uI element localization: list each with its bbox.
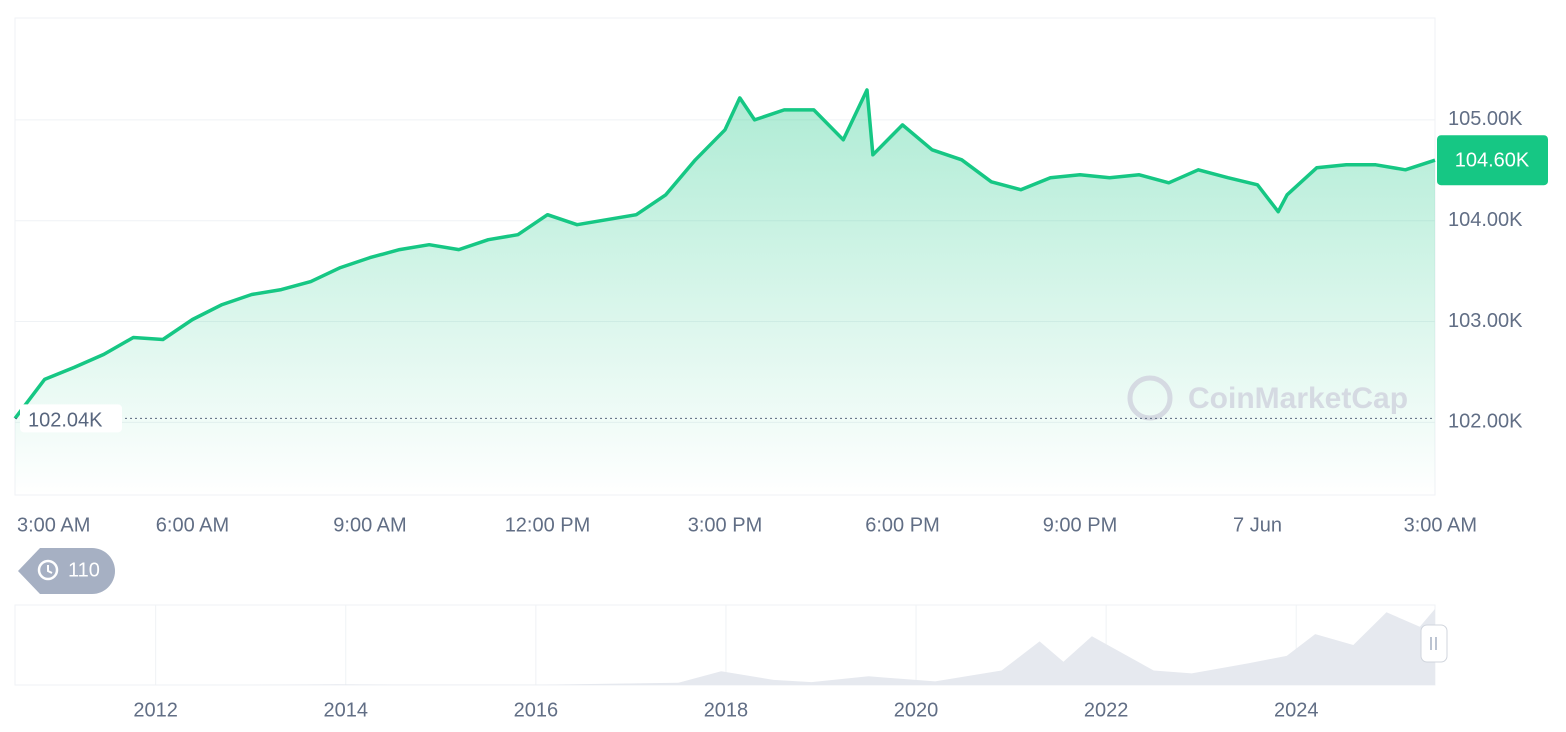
x-tick-label: 9:00 AM [333, 514, 406, 536]
x-tick-label: 9:00 PM [1043, 514, 1117, 536]
x-tick-label: 6:00 PM [865, 514, 939, 536]
clock-hands [47, 565, 53, 574]
y-tick-label: 105.00K [1448, 108, 1523, 130]
badge-shape [18, 548, 115, 594]
history-count: 110 [68, 559, 100, 581]
nav-tick-label: 2022 [1084, 699, 1129, 721]
x-tick-label: 3:00 AM [1404, 514, 1477, 536]
x-tick-label: 3:00 PM [688, 514, 762, 536]
nav-tick-label: 2014 [324, 699, 369, 721]
x-tick-label: 12:00 PM [505, 514, 591, 536]
nav-tick-label: 2018 [704, 699, 749, 721]
nav-tick-label: 2020 [894, 699, 939, 721]
nav-tick-label: 2016 [514, 699, 559, 721]
nav-area [15, 608, 1435, 685]
open-label: 102.04K [28, 410, 103, 432]
clock-icon [37, 559, 59, 581]
price-line [13, 88, 1436, 420]
y-tick-label: 104.00K [1448, 209, 1523, 231]
x-tick-label: 7 Jun [1233, 514, 1282, 536]
navigator-handle[interactable] [1420, 624, 1448, 663]
watermark: CoinMarketCap [1188, 382, 1408, 415]
price-area [15, 89, 1435, 496]
nav-tick-label: 2012 [133, 699, 178, 721]
handle-grip [1430, 637, 1437, 650]
y-tick-label: 102.00K [1448, 411, 1523, 433]
history-badge[interactable]: 110 [18, 548, 115, 594]
x-tick-label: 6:00 AM [156, 514, 229, 536]
y-tick-label: 103.00K [1448, 310, 1523, 332]
x-tick-label: 3:00 AM [17, 514, 90, 536]
last-price-label: 104.60K [1455, 149, 1530, 171]
last-price-box [1437, 135, 1548, 186]
nav-tick-label: 2024 [1274, 699, 1319, 721]
open-label-box [20, 404, 122, 433]
